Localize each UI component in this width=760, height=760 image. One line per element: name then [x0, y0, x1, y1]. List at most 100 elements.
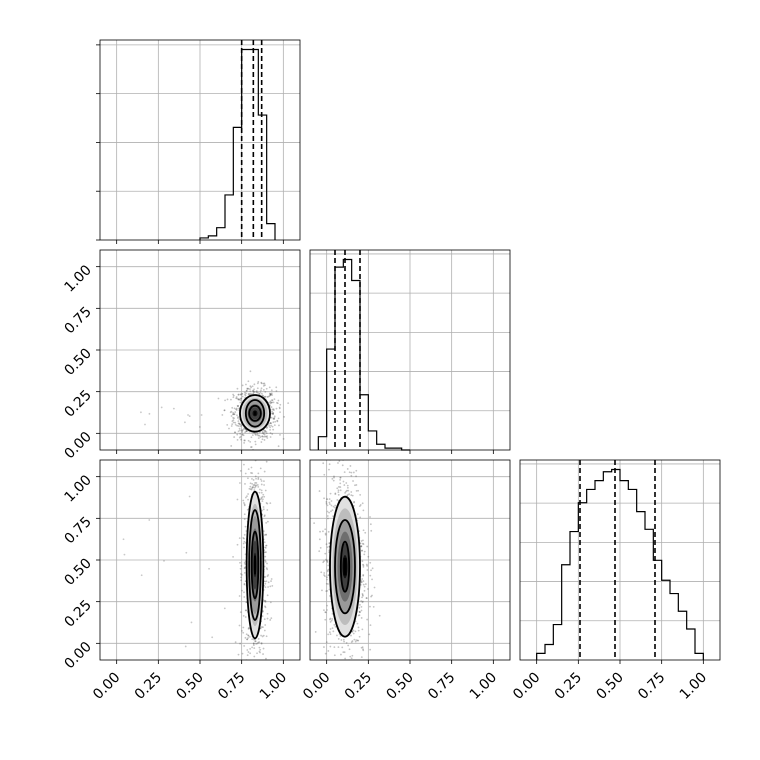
scatter-point	[258, 393, 261, 395]
scatter-point	[260, 642, 263, 645]
scatter-point	[262, 382, 265, 385]
scatter-point	[264, 586, 267, 589]
scatter-point	[367, 588, 369, 590]
scatter-point	[349, 655, 352, 658]
scatter-point	[250, 488, 253, 491]
scatter-point	[237, 405, 239, 408]
scatter-point	[269, 422, 272, 425]
scatter-point	[330, 504, 333, 507]
scatter-point	[269, 428, 271, 431]
scatter-point	[247, 651, 250, 653]
scatter-point	[275, 390, 278, 392]
scatter-panel-1-2-contour-1	[334, 519, 356, 615]
scatter-point	[261, 500, 264, 503]
row2-ytick-label-4: 1.00	[61, 472, 94, 505]
scatter-point	[271, 401, 273, 404]
scatter-point	[263, 470, 266, 473]
scatter-point	[243, 582, 246, 585]
scatter-point	[266, 435, 268, 438]
scatter-point	[341, 666, 343, 668]
scatter-point	[244, 563, 247, 566]
scatter-point	[332, 515, 334, 518]
scatter-point	[243, 561, 246, 564]
scatter-point	[236, 498, 239, 501]
scatter-point	[257, 392, 259, 394]
scatter-point	[334, 504, 337, 507]
scatter-point	[236, 387, 239, 390]
scatter-point	[266, 426, 269, 429]
scatter-point	[350, 641, 353, 643]
scatter-point	[262, 384, 265, 387]
scatter-point	[269, 393, 272, 396]
scatter-point	[326, 561, 329, 564]
scatter-point	[366, 618, 369, 621]
scatter-point	[261, 661, 263, 663]
scatter-point	[251, 389, 254, 392]
scatter-point	[236, 417, 239, 419]
scatter-point	[259, 488, 261, 491]
scatter-point	[248, 635, 251, 638]
scatter-point	[319, 530, 321, 533]
scatter-point	[369, 561, 372, 564]
scatter-point	[241, 392, 244, 395]
scatter-point	[331, 477, 334, 480]
scatter-point	[262, 626, 264, 628]
scatter-point	[350, 634, 352, 637]
scatter-point	[237, 425, 240, 427]
scatter-point	[268, 394, 271, 397]
scatter-point	[245, 392, 247, 395]
scatter-point	[240, 397, 243, 400]
scatter-point	[244, 393, 246, 396]
scatter-point	[343, 651, 346, 654]
scatter-point	[265, 430, 268, 433]
scatter-point	[243, 533, 246, 536]
scatter-point	[271, 394, 274, 396]
scatter-point	[264, 559, 267, 562]
scatter-point	[243, 504, 246, 507]
scatter-point	[254, 686, 256, 688]
scatter-point	[348, 390, 350, 392]
scatter-panel-0-2-content	[122, 460, 274, 689]
scatter-point	[247, 387, 250, 390]
scatter-point	[249, 673, 251, 675]
scatter-point	[253, 483, 256, 486]
scatter-point	[347, 644, 350, 647]
scatter-point	[273, 415, 276, 418]
scatter-point	[249, 385, 252, 388]
scatter-point	[255, 687, 257, 689]
scatter-point	[369, 523, 372, 526]
scatter-point	[244, 391, 246, 394]
scatter-point	[360, 545, 363, 547]
scatter-point	[232, 419, 235, 421]
col1-xtick-label-2: 0.50	[383, 670, 416, 703]
scatter-point	[265, 533, 267, 536]
scatter-point	[264, 582, 267, 585]
scatter-point	[346, 486, 349, 489]
scatter-point	[274, 420, 277, 423]
scatter-point	[333, 476, 335, 479]
row2-ytick-label-1: 0.25	[61, 597, 94, 630]
scatter-point	[232, 416, 234, 419]
scatter-point	[244, 567, 246, 569]
scatter-point	[358, 614, 361, 617]
scatter-point	[257, 437, 260, 440]
scatter-point	[260, 642, 263, 644]
scatter-point	[266, 395, 269, 398]
scatter-point	[260, 389, 262, 392]
scatter-point	[333, 624, 336, 626]
scatter-point	[330, 670, 332, 672]
scatter-point	[238, 427, 241, 430]
scatter-point	[271, 410, 273, 413]
scatter-point	[366, 565, 369, 567]
scatter-point	[247, 634, 250, 637]
scatter-point	[235, 408, 237, 411]
scatter-outlier	[140, 574, 143, 577]
scatter-point	[237, 398, 240, 401]
scatter-point	[266, 520, 269, 523]
scatter-point	[263, 541, 266, 544]
scatter-point	[279, 403, 282, 406]
scatter-point	[244, 483, 246, 485]
scatter-point	[266, 617, 269, 620]
scatter-point	[269, 426, 272, 429]
scatter-point	[361, 578, 364, 580]
